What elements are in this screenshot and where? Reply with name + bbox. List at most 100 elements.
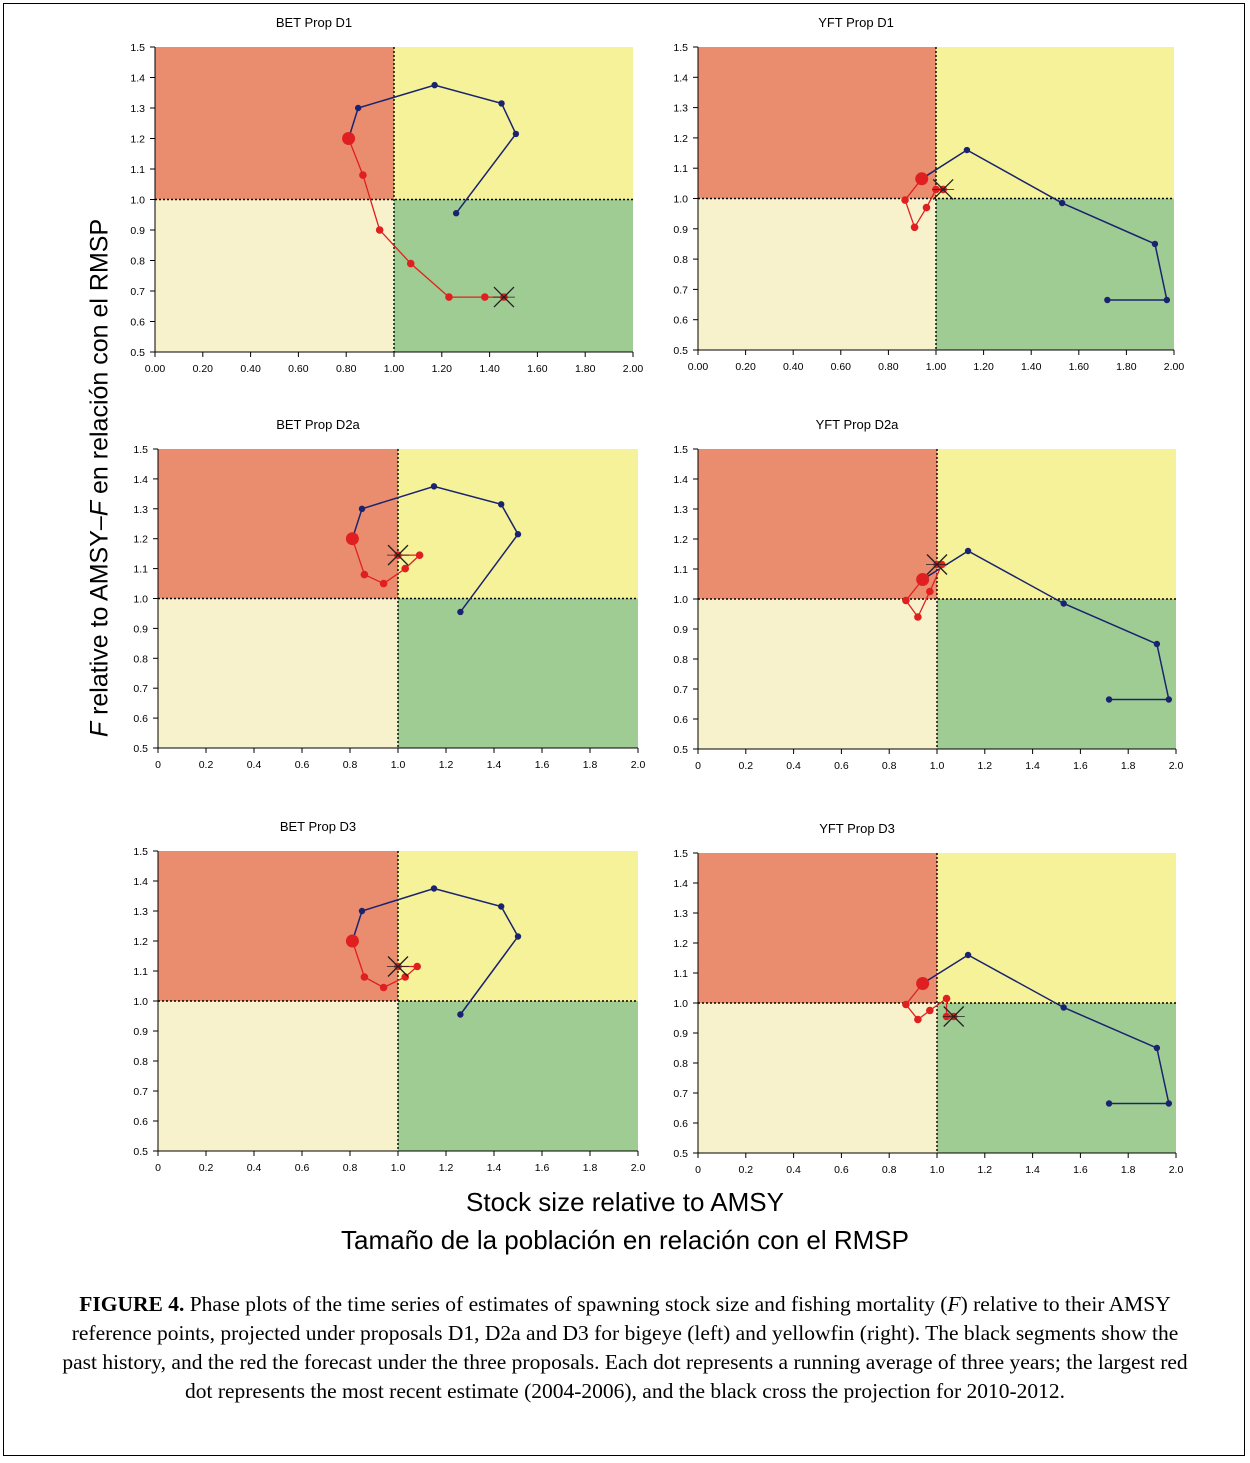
zone-healthy [936,198,1174,350]
y-tick-label: 1.2 [673,938,688,950]
y-tick-label: 1.1 [673,163,688,175]
y-tick-label: 1.1 [673,564,688,576]
y-tick-label: 0.6 [673,315,688,327]
x-tick-label: 1.4 [1025,1164,1040,1176]
figure-caption: FIGURE 4. Phase plots of the time series… [60,1290,1190,1406]
x-tick-label: 0 [155,759,161,771]
y-tick-label: 1.1 [133,564,148,576]
y-tick-label: 1.0 [130,195,145,207]
history-point [1151,240,1159,248]
y-tick-label: 1.5 [673,444,688,456]
y-tick-label: 0.9 [133,1026,148,1038]
panel-title: BET Prop D3 [280,819,356,834]
y-tick-label: 1.4 [673,474,688,486]
panel-title: YFT Prop D3 [819,821,895,836]
history-point [498,903,505,910]
x-tick-label: 0.4 [247,759,262,771]
x-tick-label: 0.4 [786,760,801,772]
x-tick-label: 1.2 [439,759,454,771]
y-tick-label: 0.7 [133,683,148,695]
zone-overfished [158,598,398,748]
history-point [457,608,464,616]
forecast-point [379,983,388,992]
figure-frame [3,3,1245,1456]
x-tick-label: 0.2 [738,1164,753,1176]
panel-3: 0 0.2 0.4 0.6 0.8 1.0 1.2 1.4 1.6 1.8 2.0 0.5 0.6 0.7… [133,417,645,771]
history-point [1060,600,1067,607]
recent-estimate-point [342,132,356,145]
x-tick-label: 1.8 [1121,760,1136,772]
x-tick-label: 1.60 [527,363,548,375]
forecast-point [406,259,415,268]
history-point [358,907,366,915]
x-tick-label: 1.20 [432,363,453,375]
zone-overfishing [936,47,1174,199]
forecast-point [360,570,369,579]
history-line [922,954,1170,1105]
recent-estimate-point [345,934,359,948]
y-tick-label: 1.3 [133,906,148,918]
y-tick-label: 1.5 [673,848,688,860]
history-point [457,1011,464,1018]
x-tick-label: 1.0 [391,1162,406,1174]
y-tick-label: 1.0 [133,594,148,606]
x-tick-label: 0.40 [240,363,261,375]
zone-overfishing [398,851,638,1001]
y-tick-label: 1.2 [133,936,148,948]
y-tick-label: 1.5 [130,42,145,54]
y-tick-label: 0.9 [673,224,688,236]
y-tick-label: 0.6 [673,714,688,726]
zone-overfished [698,599,937,749]
history-point [1060,1004,1067,1011]
zone-overfishing [937,449,1176,599]
x-tick-label: 1.80 [1116,361,1137,373]
panel-5: 0 0.2 0.4 0.6 0.8 1.0 1.2 1.4 1.6 1.8 2.0 0.5 0.6 0.7… [133,819,645,1174]
x-tick-label: 1.00 [384,363,405,375]
x-tick-label: 0 [155,1162,161,1174]
y-tick-label: 0.7 [673,684,688,696]
y-tick-label: 0.7 [673,1088,688,1100]
forecast-point [379,579,388,588]
x-tick-label: 1.2 [977,760,992,772]
y-tick-label: 1.2 [133,534,148,546]
forecast-point [902,1000,910,1009]
history-point [514,933,522,940]
history-point [1105,696,1113,703]
x-tick-label: 1.60 [1069,361,1090,373]
history-point [1153,1044,1161,1052]
x-tick-label: 0.2 [199,1162,214,1174]
x-tick-label: 0.4 [247,1162,262,1174]
y-tick-label: 0.6 [673,1118,688,1130]
history-point [498,100,505,107]
history-point [354,104,362,112]
y-tick-label: 0.9 [673,1028,688,1040]
x-tick-label: 1.40 [479,363,500,375]
caption-text-2: ) relative to their AMSY reference point… [62,1292,1188,1403]
forecast-point [360,973,369,981]
x-tick-label: 0 [695,760,701,772]
y-tick-label: 1.5 [133,846,148,858]
y-tick-label: 0.8 [133,1056,148,1068]
y-tick-label: 0.7 [133,1086,148,1098]
x-tick-label: 2.0 [631,759,646,771]
forecast-point [910,223,919,232]
panel-title: BET Prop D1 [276,15,352,30]
history-point [431,81,438,89]
y-tick-label: 1.3 [673,504,688,516]
x-tick-label: 0.6 [834,760,849,772]
zone-overfished-overfishing [698,47,936,199]
y-tick-label: 0.5 [130,347,145,359]
forecast-point [922,203,931,212]
x-tick-label: 0.40 [783,361,804,373]
y-tick-label: 0.6 [133,713,148,725]
forecast-point [942,994,951,1003]
forecast-point [901,196,909,204]
x-tick-label: 1.8 [583,759,598,771]
zone-healthy [937,1003,1176,1153]
recent-estimate-point [916,573,930,586]
y-tick-label: 0.5 [133,1146,148,1158]
history-point [963,146,971,154]
x-tick-label: 0.00 [145,363,166,375]
y-tick-label: 1.3 [673,908,688,920]
history-line [922,550,1170,701]
